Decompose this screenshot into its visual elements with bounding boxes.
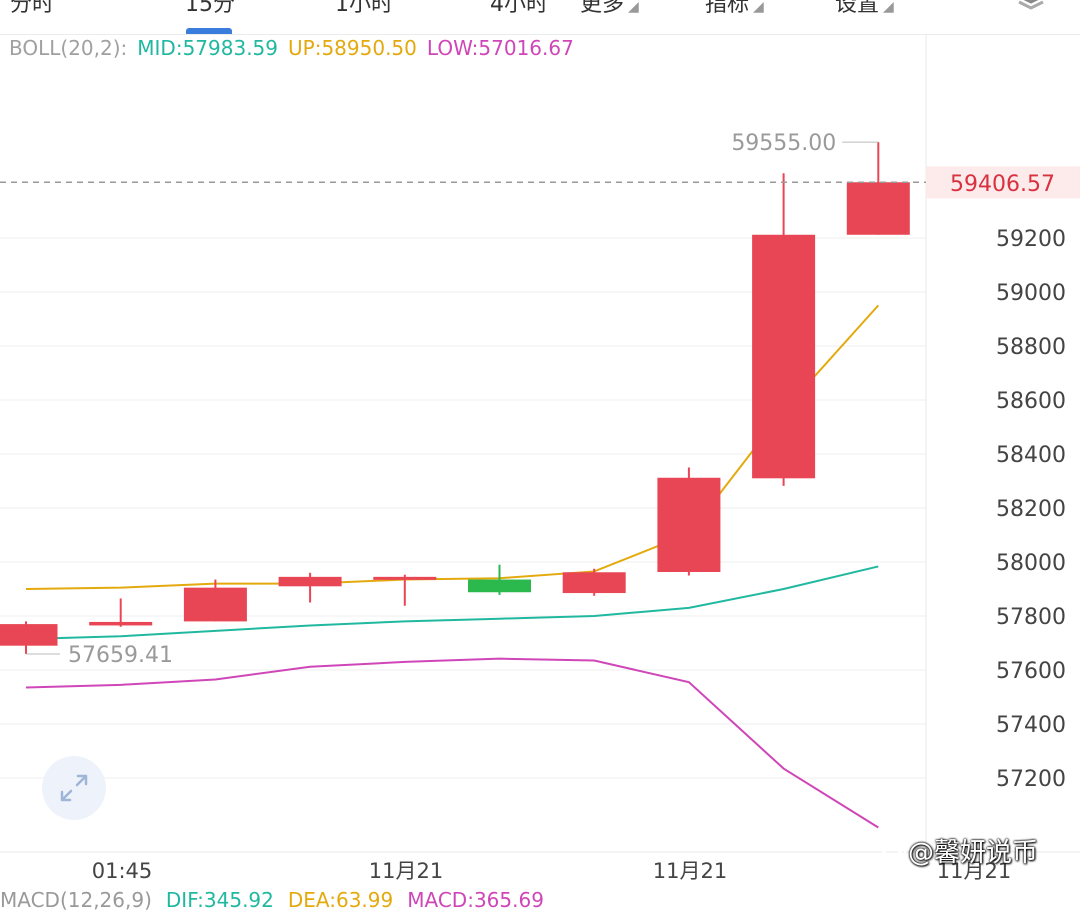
tab-label: 15分 [185, 0, 235, 17]
tab-label: 设置 [835, 0, 880, 17]
weibo-logo-icon [880, 843, 907, 864]
candle-body[interactable] [183, 587, 247, 622]
top-tab-bar: 分时 15分 1小时 4小时 更多 ◢ 指标 ◢ 设置 ◢ [0, 0, 1080, 35]
tab-label: 更多 [580, 0, 625, 17]
high-marker-label: 59555.00 [731, 131, 836, 156]
y-tick-label: 57600 [996, 659, 1066, 684]
watermark: @馨妍说币 [880, 832, 1038, 869]
y-tick-label: 58400 [996, 443, 1066, 468]
active-tab-indicator [186, 28, 232, 34]
y-tick-label: 57800 [996, 605, 1066, 630]
boll-mid-line [25, 565, 879, 640]
current-price-label: 59406.57 [950, 172, 1055, 197]
macd-value: MACD:365.69 [407, 888, 544, 912]
caret-down-icon: ◢ [753, 0, 764, 15]
tab-label: 分时 [10, 0, 55, 17]
macd-label: MACD(12,26,9) [0, 888, 152, 912]
tab-timeshare[interactable]: 分时 [10, 0, 54, 18]
caret-down-icon: ◢ [883, 0, 894, 15]
y-tick-label: 57200 [996, 767, 1066, 792]
candle-body[interactable] [89, 621, 153, 626]
y-tick-label: 59200 [996, 227, 1066, 252]
tab-settings[interactable]: 设置 ◢ [835, 0, 894, 18]
candle-body[interactable] [752, 234, 816, 479]
tab-indicators[interactable]: 指标 ◢ [705, 0, 764, 18]
expand-chart-button[interactable] [42, 756, 106, 820]
layers-icon[interactable] [1016, 0, 1046, 10]
y-tick-label: 58800 [996, 335, 1066, 360]
candle-body[interactable] [562, 572, 626, 594]
tab-label: 4小时 [490, 0, 548, 17]
watermark-text: @馨妍说币 [908, 838, 1039, 868]
candle-body[interactable] [278, 576, 342, 587]
x-tick-label: 11月21 [369, 859, 443, 883]
caret-down-icon: ◢ [628, 0, 639, 15]
boll-low-value: LOW:57016.67 [426, 36, 574, 60]
candle-body[interactable] [468, 579, 531, 593]
tab-label: 指标 [705, 0, 750, 17]
x-tick-label: 11月21 [937, 859, 1011, 883]
candle-body[interactable] [657, 477, 721, 572]
tab-more[interactable]: 更多 ◢ [580, 0, 639, 18]
candle-body[interactable] [0, 624, 58, 646]
tab-label: 1小时 [335, 0, 393, 17]
boll-mid-value: MID:57983.59 [137, 36, 279, 60]
boll-up-line [25, 304, 880, 590]
low-marker-label: 57659.41 [68, 643, 173, 668]
macd-legend: MACD(12,26,9) DIF:345.92 DEA:63.99 MACD:365… [0, 888, 558, 912]
boll-legend: BOLL(20,2): MID:57983.59 UP:58950.50 LOW:57… [9, 36, 584, 60]
candle-body[interactable] [373, 576, 437, 580]
y-tick-label: 58000 [996, 551, 1066, 576]
y-tick-label: 58200 [996, 497, 1066, 522]
tab-1h[interactable]: 1小时 [335, 0, 393, 18]
y-tick-label: 58600 [996, 389, 1066, 414]
y-tick-label: 57400 [996, 713, 1066, 738]
candle-body[interactable] [846, 182, 910, 235]
current-price-tag [926, 166, 1080, 199]
x-tick-label: 01:45 [92, 859, 153, 883]
x-tick-label: 11月21 [653, 859, 727, 883]
tab-4h[interactable]: 4小时 [490, 0, 548, 18]
boll-low-line [25, 657, 879, 829]
macd-dif-value: DIF:345.92 [165, 888, 274, 912]
boll-label: BOLL(20,2): [9, 36, 128, 60]
y-tick-label: 59000 [996, 281, 1066, 306]
macd-dea-value: DEA:63.99 [287, 888, 394, 912]
boll-up-value: UP:58950.50 [288, 36, 417, 60]
tab-15m[interactable]: 15分 [185, 0, 235, 18]
expand-arrows-icon [60, 774, 88, 802]
